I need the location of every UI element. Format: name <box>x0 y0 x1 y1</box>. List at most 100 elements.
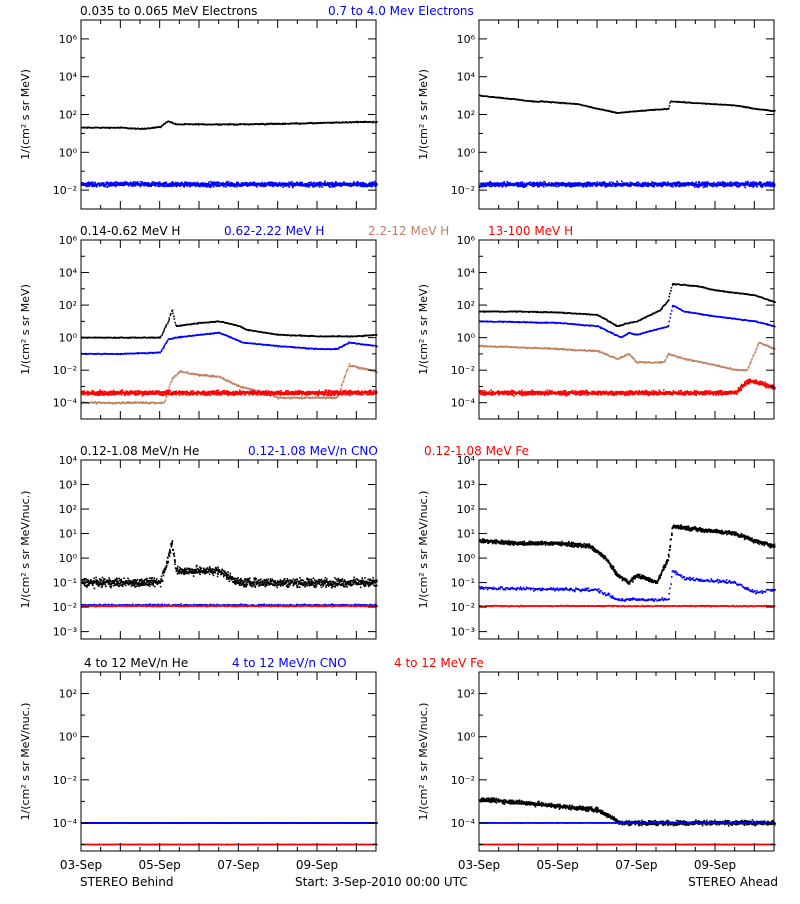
data-point <box>88 186 90 188</box>
data-point <box>113 390 115 392</box>
data-point <box>248 184 250 186</box>
data-point <box>151 186 153 188</box>
data-point <box>282 187 284 189</box>
data-point <box>538 185 540 187</box>
footer-center: Start: 3-Sep-2010 00:00 UTC <box>295 875 468 889</box>
data-point <box>373 121 375 123</box>
data-point <box>522 182 524 184</box>
data-point <box>211 186 213 188</box>
data-point <box>482 186 484 188</box>
footer-right: STEREO Ahead <box>688 875 778 889</box>
data-point <box>242 182 244 184</box>
data-point <box>725 185 727 187</box>
data-point <box>219 185 221 187</box>
data-point <box>561 185 563 187</box>
data-point <box>332 186 334 188</box>
series-protons-behind-3 <box>81 389 378 396</box>
data-point <box>213 186 215 188</box>
data-point <box>669 105 671 107</box>
data-point <box>548 182 550 184</box>
data-point <box>160 336 162 338</box>
data-point <box>341 385 343 387</box>
y-tick-label: 10⁻² <box>53 184 77 197</box>
data-point <box>96 391 98 393</box>
data-point <box>164 401 166 403</box>
data-point <box>114 182 116 184</box>
data-point <box>198 374 200 376</box>
data-point <box>769 181 771 183</box>
data-point <box>269 182 271 184</box>
data-point <box>140 181 142 183</box>
data-point <box>169 183 171 185</box>
data-point <box>289 186 291 188</box>
data-point <box>767 181 769 183</box>
data-point <box>572 182 574 184</box>
data-point <box>320 185 322 187</box>
data-point <box>163 329 165 331</box>
series-protons-behind-2 <box>81 363 378 404</box>
data-point <box>121 394 123 396</box>
data-point <box>692 102 694 104</box>
data-point <box>695 182 697 184</box>
data-point <box>236 186 238 188</box>
series-electrons-behind-0 <box>81 120 377 130</box>
data-point <box>288 181 290 183</box>
data-point <box>769 183 771 185</box>
data-point <box>362 182 364 184</box>
data-point <box>161 349 163 351</box>
data-point <box>676 184 678 186</box>
y-tick-label: 10⁰ <box>59 146 78 159</box>
data-point <box>172 310 174 312</box>
y-tick-label: 10⁰ <box>457 146 476 159</box>
data-point <box>92 181 94 183</box>
data-point <box>706 186 708 188</box>
data-point <box>490 186 492 188</box>
data-point <box>234 186 236 188</box>
data-point <box>641 186 643 188</box>
data-point <box>665 182 667 184</box>
data-point <box>733 182 735 184</box>
data-point <box>605 186 607 188</box>
data-point <box>551 185 553 187</box>
data-point <box>138 183 140 185</box>
data-point <box>165 399 167 401</box>
data-point <box>169 317 171 319</box>
axes-frame <box>479 20 774 209</box>
data-point <box>347 368 349 370</box>
data-point <box>162 332 164 334</box>
data-point <box>174 377 176 379</box>
data-point <box>163 331 165 333</box>
data-point <box>167 340 169 342</box>
data-point <box>168 321 170 323</box>
data-point <box>760 183 762 185</box>
series-protons-behind-0 <box>81 310 377 339</box>
data-point <box>190 182 192 184</box>
y-tick-label: 10² <box>457 109 475 122</box>
data-point <box>761 109 763 111</box>
data-point <box>659 183 661 185</box>
data-point <box>164 328 166 330</box>
data-point <box>344 376 346 378</box>
data-point <box>291 181 293 183</box>
data-point <box>341 384 343 386</box>
series-electrons-ahead-0 <box>479 95 775 114</box>
data-point <box>165 325 167 327</box>
data-point <box>672 186 674 188</box>
data-point <box>712 186 714 188</box>
data-point <box>306 183 308 185</box>
data-point <box>745 187 747 189</box>
y-tick-label: 10⁶ <box>59 33 78 46</box>
data-point <box>599 182 601 184</box>
data-point <box>622 185 624 187</box>
data-point <box>346 371 348 373</box>
data-point <box>223 377 225 379</box>
data-point <box>226 181 228 183</box>
data-point <box>102 394 104 396</box>
data-point <box>491 182 493 184</box>
data-point <box>163 347 165 349</box>
data-point <box>747 181 749 183</box>
data-point <box>643 186 645 188</box>
data-point <box>519 99 521 101</box>
